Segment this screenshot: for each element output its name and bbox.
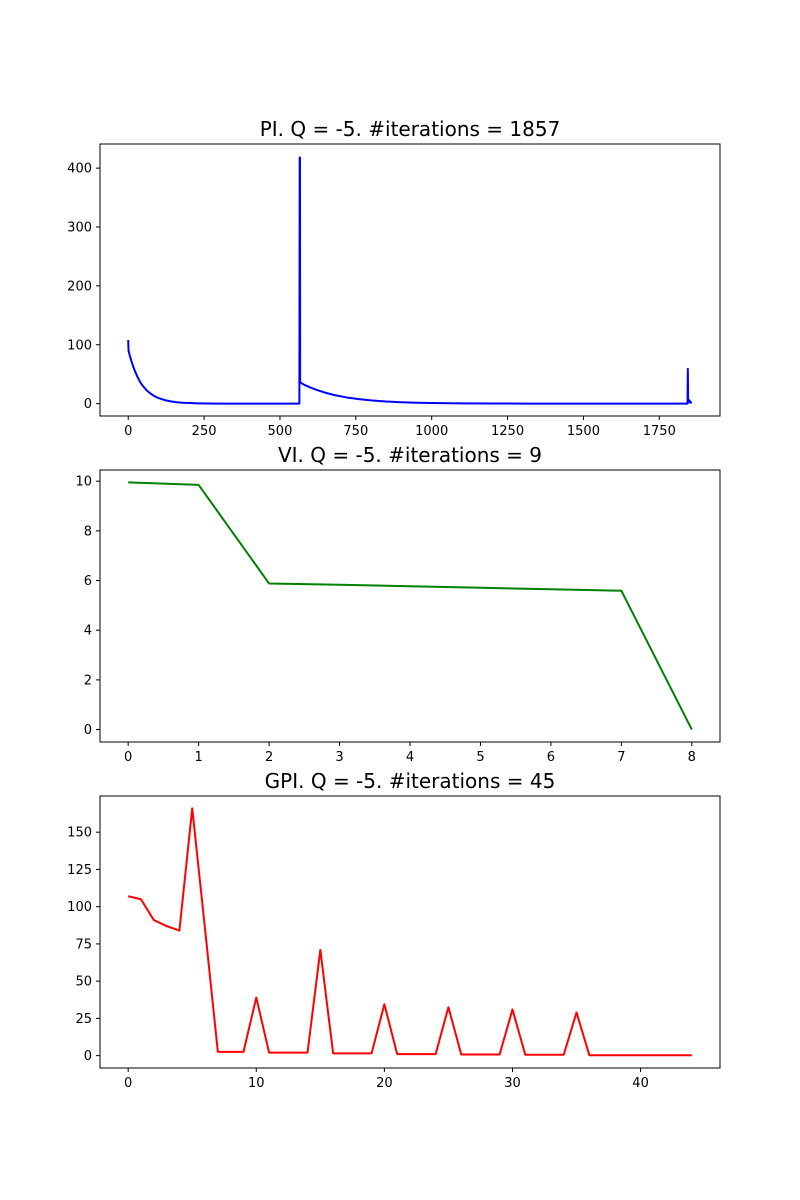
y-tick-label: 400: [67, 162, 92, 177]
x-tick-label: 8: [688, 750, 696, 765]
x-tick-label: 1250: [491, 424, 524, 439]
y-tick-label: 75: [75, 937, 92, 952]
y-tick-label: 0: [84, 1049, 92, 1064]
x-tick-label: 0: [124, 750, 132, 765]
series-line: [128, 481, 693, 731]
y-tick-label: 150: [67, 826, 92, 841]
x-tick-label: 0: [124, 424, 132, 439]
subplot-gpi: GPI. Q = -5. #iterations = 45 0 10 20 30 40 0…: [67, 769, 721, 1091]
x-tick-label: 5: [476, 750, 484, 765]
chart-title: GPI. Q = -5. #iterations = 45: [265, 769, 556, 793]
x-tick-label: 30: [504, 1076, 521, 1091]
x-tick-label: 10: [248, 1076, 265, 1091]
y-tick-label: 100: [67, 338, 92, 353]
y-tick-label: 0: [84, 397, 92, 412]
y-tick-label: 25: [75, 1012, 92, 1027]
x-tick-label: 6: [547, 750, 555, 765]
series-line: [127, 156, 693, 405]
x-tick-label: 250: [192, 424, 217, 439]
y-tick-label: 200: [67, 279, 92, 294]
subplot-pi: PI. Q = -5. #iterations = 1857 0 250 500 75…: [67, 117, 721, 439]
x-tick-label: 20: [376, 1076, 393, 1091]
y-tick-label: 100: [67, 900, 92, 915]
x-tick-label: 7: [617, 750, 625, 765]
series-line: [127, 807, 692, 1057]
plot-frame: [99, 143, 721, 417]
x-tick-label: 40: [632, 1076, 649, 1091]
x-tick-label: 4: [406, 750, 414, 765]
chart-title: VI. Q = -5. #iterations = 9: [278, 443, 542, 467]
y-tick-label: 4: [84, 624, 92, 639]
y-tick-label: 6: [84, 574, 92, 589]
plot-frame: [99, 795, 721, 1069]
x-tick-label: 1500: [567, 424, 600, 439]
x-tick-label: 1750: [643, 424, 676, 439]
x-tick-label: 2: [265, 750, 273, 765]
y-tick-label: 0: [84, 723, 92, 738]
chart-title: PI. Q = -5. #iterations = 1857: [260, 117, 561, 141]
x-tick-label: 3: [335, 750, 343, 765]
x-tick-label: 500: [268, 424, 293, 439]
x-tick-label: 1000: [415, 424, 448, 439]
subplot-vi: VI. Q = -5. #iterations = 9 0 1 2 3 4 5 6 7 8 0 2 4…: [75, 443, 721, 765]
y-tick-label: 50: [75, 975, 92, 990]
y-tick-label: 8: [84, 524, 92, 539]
y-tick-label: 10: [75, 475, 92, 490]
y-tick-label: 2: [84, 673, 92, 688]
y-tick-label: 125: [67, 863, 92, 878]
y-tick-label: 300: [67, 221, 92, 236]
x-tick-label: 1: [194, 750, 202, 765]
x-tick-label: 750: [343, 424, 368, 439]
x-tick-label: 0: [124, 1076, 132, 1091]
